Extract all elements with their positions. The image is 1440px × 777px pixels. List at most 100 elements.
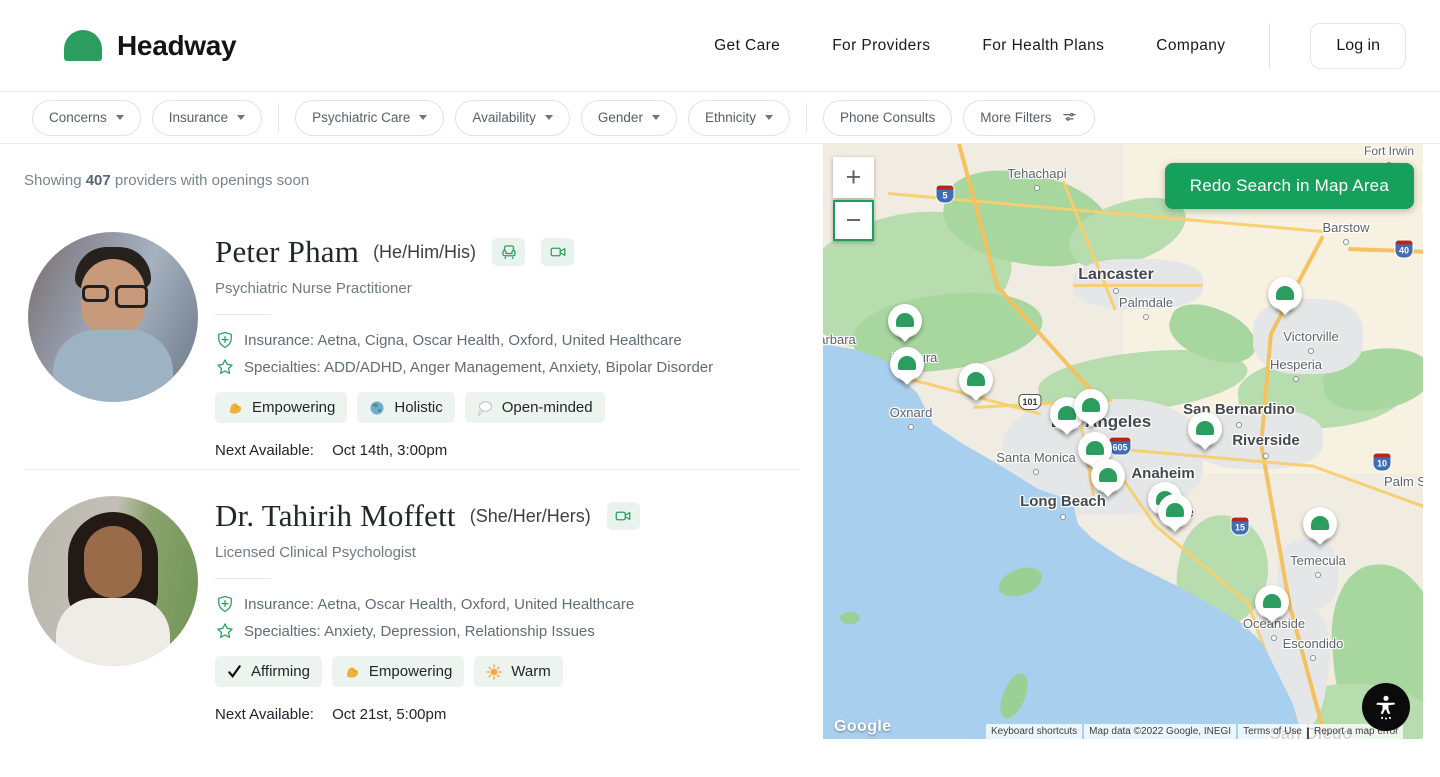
filter-insurance[interactable]: Insurance bbox=[151, 99, 263, 136]
specialties-list: ADD/ADHD, Anger Management, Anxiety, Bip… bbox=[324, 358, 714, 376]
map-city-dot bbox=[1343, 239, 1349, 245]
nav-for-providers[interactable]: For Providers bbox=[832, 36, 931, 54]
content-area: Showing 407 providers with openings soon… bbox=[0, 144, 1440, 777]
map-city-label: Palm S bbox=[1384, 474, 1423, 489]
filter-ethnicity[interactable]: Ethnicity bbox=[687, 99, 790, 136]
zoom-out-button[interactable]: − bbox=[833, 200, 874, 241]
accessibility-button[interactable] bbox=[1362, 683, 1410, 731]
headway-pin-icon bbox=[1058, 406, 1076, 420]
headway-pin-icon bbox=[967, 372, 985, 386]
filter-phone-consults[interactable]: Phone Consults bbox=[822, 99, 953, 136]
map-provider-pin[interactable] bbox=[1188, 412, 1222, 446]
map-city-label: Temecula bbox=[1290, 553, 1346, 568]
chevron-down-icon bbox=[115, 115, 124, 120]
map-city-dot bbox=[1034, 185, 1040, 191]
map-city-dot bbox=[1113, 288, 1119, 294]
primary-nav: Get Care For Providers For Health Plans … bbox=[714, 22, 1406, 69]
specialties-row: Specialties: Anxiety, Depression, Relati… bbox=[215, 621, 640, 641]
highway-shield: 10 bbox=[1373, 453, 1391, 471]
provider-pronouns: (She/Her/Hers) bbox=[469, 505, 591, 526]
google-logo[interactable]: Google bbox=[834, 718, 892, 735]
headway-pin-icon bbox=[896, 313, 914, 327]
map-city-dot bbox=[1293, 376, 1299, 382]
terms-of-use-link[interactable]: Terms of Use bbox=[1238, 724, 1307, 739]
badge-empowering: Empowering bbox=[215, 392, 348, 423]
map-provider-pin[interactable] bbox=[1074, 389, 1108, 423]
nav-company[interactable]: Company bbox=[1156, 36, 1226, 54]
headway-pin-icon bbox=[898, 356, 916, 370]
map-provider-pin[interactable] bbox=[1091, 459, 1125, 493]
map-pins-layer bbox=[823, 144, 1423, 739]
filter-psychiatric-care[interactable]: Psychiatric Care bbox=[295, 99, 445, 136]
filter-more-filters[interactable]: More Filters bbox=[963, 99, 1095, 136]
personality-badges: Affirming Empowering bbox=[215, 656, 640, 687]
filter-concerns[interactable]: Concerns bbox=[32, 99, 141, 136]
provider-info: Peter Pham (He/Him/His) bbox=[215, 232, 713, 459]
map-city-dot bbox=[1315, 572, 1321, 578]
provider-card-tahirih-moffett[interactable]: Dr. Tahirih Moffett (She/Her/Hers) Licen… bbox=[28, 496, 640, 723]
accessibility-person-icon bbox=[1376, 695, 1395, 720]
headway-pin-icon bbox=[1196, 421, 1214, 435]
map-city-dot bbox=[1271, 635, 1277, 641]
sliders-icon bbox=[1062, 112, 1076, 121]
badge-label: Warm bbox=[511, 663, 551, 680]
divider bbox=[215, 314, 271, 315]
headway-pin-icon bbox=[1099, 468, 1117, 482]
map-city-dot bbox=[908, 424, 914, 430]
provider-avatar[interactable] bbox=[28, 496, 198, 666]
map-provider-pin[interactable] bbox=[888, 304, 922, 338]
keyboard-shortcuts-link[interactable]: Keyboard shortcuts bbox=[986, 724, 1083, 739]
shield-plus-icon bbox=[218, 331, 232, 349]
showing-prefix: Showing bbox=[24, 172, 82, 189]
provider-card-peter-pham[interactable]: Peter Pham (He/Him/His) bbox=[28, 232, 713, 459]
nav-get-care[interactable]: Get Care bbox=[714, 36, 781, 54]
map-provider-pin[interactable] bbox=[1268, 277, 1302, 311]
filter-group-divider bbox=[278, 102, 280, 133]
provider-count: 407 bbox=[85, 172, 111, 189]
login-button[interactable]: Log in bbox=[1310, 22, 1406, 69]
filter-availability[interactable]: Availability bbox=[455, 99, 570, 136]
map-provider-pin[interactable] bbox=[959, 363, 993, 397]
chevron-down-icon bbox=[237, 115, 246, 120]
highway-shield: 605 bbox=[1109, 437, 1131, 455]
map-provider-pin[interactable] bbox=[1255, 585, 1289, 619]
badge-label: Empowering bbox=[368, 663, 453, 680]
map-city-label: Hesperia bbox=[1269, 357, 1323, 372]
specialties-label: Specialties: bbox=[244, 622, 321, 640]
zoom-in-button[interactable]: + bbox=[833, 157, 874, 198]
results-panel: Showing 407 providers with openings soon… bbox=[0, 144, 823, 777]
filter-label: Phone Consults bbox=[839, 110, 936, 125]
filter-group-divider bbox=[805, 102, 807, 133]
badge-warm: Warm bbox=[474, 656, 563, 687]
next-available-value: Oct 21st, 5:00pm bbox=[332, 706, 447, 723]
chevron-down-icon bbox=[544, 115, 553, 120]
map-provider-pin[interactable] bbox=[1303, 507, 1337, 541]
redo-search-button[interactable]: Redo Search in Map Area bbox=[1164, 163, 1414, 209]
next-available-label: Next Available: bbox=[215, 706, 314, 723]
insurance-label: Insurance: bbox=[244, 595, 315, 613]
headway-pin-icon bbox=[1166, 503, 1184, 517]
chair-icon bbox=[501, 245, 516, 260]
headway-logo[interactable]: Headway bbox=[64, 30, 237, 62]
chevron-down-icon bbox=[764, 115, 773, 120]
map-provider-pin[interactable] bbox=[1078, 432, 1112, 466]
shield-plus-icon bbox=[218, 595, 232, 613]
personality-badges: Empowering Holistic bbox=[215, 392, 713, 423]
filter-gender[interactable]: Gender bbox=[580, 99, 677, 136]
nav-for-health-plans[interactable]: For Health Plans bbox=[982, 36, 1105, 54]
filter-label: Insurance bbox=[168, 110, 229, 125]
provider-name: Peter Pham bbox=[215, 234, 360, 269]
map-provider-pin[interactable] bbox=[890, 347, 924, 381]
highway-shield: 40 bbox=[1395, 240, 1413, 258]
filter-label: Availability bbox=[472, 110, 536, 125]
flexed-biceps-icon bbox=[346, 667, 358, 677]
filter-label: More Filters bbox=[980, 110, 1052, 125]
provider-avatar[interactable] bbox=[28, 232, 198, 402]
map-canvas[interactable]: Fort Irwin Tehachapi Barstow Lancaster Palmd… bbox=[823, 144, 1423, 739]
map-city-dot bbox=[1236, 422, 1242, 428]
map-city-label: Riverside bbox=[1232, 432, 1300, 449]
map-provider-pin[interactable] bbox=[1158, 494, 1192, 528]
specialties-list: Anxiety, Depression, Relationship Issues bbox=[324, 622, 595, 640]
next-available-label: Next Available: bbox=[215, 442, 314, 459]
sun-icon bbox=[486, 663, 502, 680]
